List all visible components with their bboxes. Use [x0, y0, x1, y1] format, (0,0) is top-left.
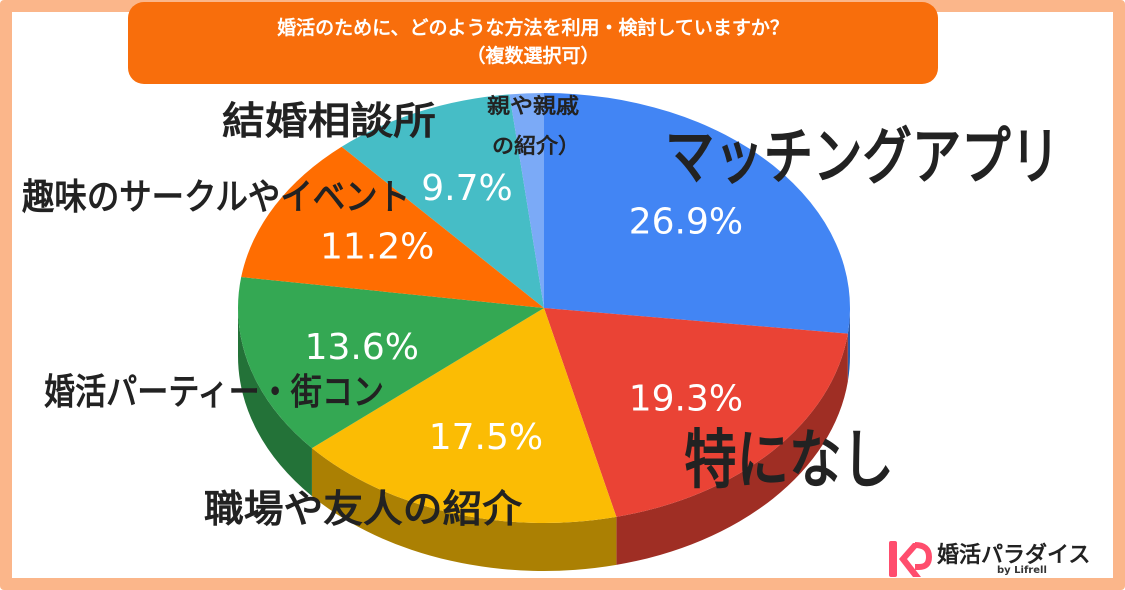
pie-slice-4-side	[238, 308, 312, 497]
pie-slice-3-side	[311, 448, 617, 571]
chart-subtitle: （複数選択可）	[466, 45, 600, 67]
logo-byline: by Lifrell	[997, 565, 1047, 576]
chart-title-box: 婚活のために、どのような方法を利用・検討していますか？ （複数選択可）	[128, 2, 938, 84]
pie-top-layer	[238, 93, 850, 523]
value-labels: 26.9% 19.3% 17.5% 13.6% 11.2% 9.7%	[305, 168, 743, 458]
label-relatives-line1: 親や親戚	[487, 94, 579, 118]
value-label-6: 9.7%	[421, 168, 512, 209]
label-workplace-friends: 職場や友人の紹介	[204, 487, 523, 531]
value-label-4: 13.6%	[305, 327, 419, 368]
label-agency: 結婚相談所	[222, 99, 436, 143]
pie-slice-1	[544, 93, 850, 334]
pie-slice-6	[341, 94, 544, 308]
pie-depth-layer	[238, 308, 851, 571]
logo-name: 婚活パラダイス	[937, 543, 1091, 568]
pie-slice-3	[311, 308, 617, 523]
value-label-1: 26.9%	[629, 202, 743, 243]
category-labels: マッチングアプリ 特になし 職場や友人の紹介 婚活パーティー・街コン 趣味のサー…	[22, 94, 1060, 531]
label-party: 婚活パーティー・街コン	[44, 372, 384, 413]
value-label-5: 11.2%	[320, 227, 434, 268]
chart-title: 婚活のために、どのような方法を利用・検討していますか？	[277, 17, 789, 39]
pie-slice-2	[544, 308, 848, 517]
value-label-2: 19.3%	[629, 378, 743, 419]
label-relatives-line2: の紹介）	[492, 134, 580, 158]
pie-slice-7	[509, 93, 544, 308]
label-hobby: 趣味のサークルやイベント	[22, 177, 410, 218]
label-matching-app: マッチングアプリ	[665, 120, 1060, 193]
pie-slice-1-side	[847, 308, 851, 382]
label-none: 特になし	[684, 424, 894, 498]
brand-logo: 婚活パラダイス by Lifrell	[885, 535, 1115, 583]
logo-mark-icon	[889, 541, 933, 577]
pie-slice-4	[238, 277, 544, 449]
pie-slice-2-side	[616, 333, 848, 565]
pie-slice-5	[241, 146, 545, 308]
value-label-3: 17.5%	[429, 417, 543, 458]
